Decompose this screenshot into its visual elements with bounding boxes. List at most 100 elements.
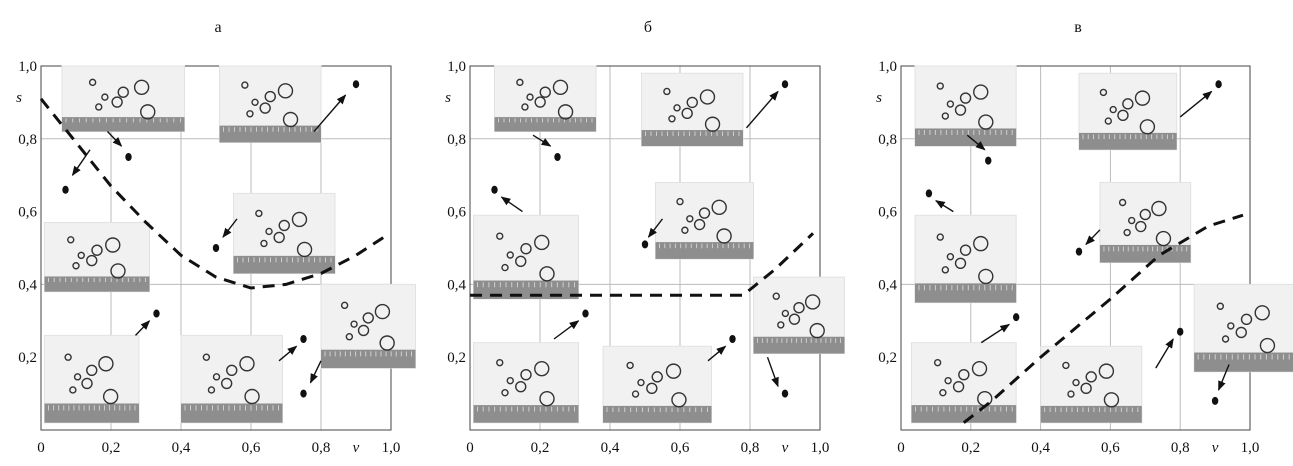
- y-axis-label: s: [445, 90, 451, 106]
- panel-label: б: [644, 19, 652, 36]
- arrows: [500, 90, 779, 388]
- y-tick-label: 0,4: [878, 277, 897, 293]
- chart-panel-a: а 0 0,2 0,4 0,6 0,8 1,0 v 0,2 0,4 0,6 0,8 1,0 s: [16, 19, 416, 456]
- plot-frame: [469, 65, 821, 431]
- x-tick-label: 0,6: [671, 440, 690, 456]
- arrow: [766, 356, 779, 388]
- inset-photo: [910, 342, 1017, 424]
- x-tick-label: 1,0: [811, 440, 830, 456]
- y-tick-label: 1,0: [878, 59, 897, 75]
- y-tick-label: 0,8: [18, 132, 37, 148]
- chart-panel-b: б 0 0,2 0,4 0,6 0,8 1,0 v 0,2 0,4 0,6 0,8 1,0 s: [445, 19, 845, 456]
- arrow: [553, 320, 580, 340]
- y-tick-label: 1,0: [18, 59, 37, 75]
- inset-photo: [914, 214, 1017, 304]
- inset-photo: [1193, 283, 1293, 373]
- arrow: [1179, 90, 1213, 118]
- inset-photo: [494, 65, 597, 133]
- arrow: [71, 149, 91, 177]
- inset-photos: [910, 65, 1293, 424]
- inset-photos: [473, 65, 845, 424]
- y-tick-label: 0,8: [447, 132, 466, 148]
- inset-photo: [1040, 345, 1143, 424]
- x-axis-label: v: [353, 440, 360, 456]
- arrow: [1155, 338, 1174, 369]
- arrow: [707, 345, 727, 362]
- data-point: [491, 185, 498, 194]
- y-axis-label: s: [16, 90, 22, 106]
- inset-photo: [641, 72, 744, 147]
- x-tick-label: 0,2: [102, 440, 121, 456]
- inset-photos: [44, 65, 416, 424]
- plot-frame: [40, 65, 392, 431]
- inset-photo: [180, 334, 283, 424]
- x-axis-label: v: [1212, 440, 1219, 456]
- chart-panel-v: в 0 0,2 0,4 0,6 0,8 1,0 v 0,2 0,4 0,6 0,8 1,0 s: [876, 19, 1293, 456]
- arrow: [980, 323, 1011, 344]
- data-point: [300, 389, 307, 398]
- x-tick-label: 0,8: [1171, 440, 1190, 456]
- y-tick-label: 0,6: [18, 205, 37, 221]
- data-point: [1177, 327, 1184, 336]
- x-tick-label: 0,4: [601, 440, 620, 456]
- arrow: [309, 360, 322, 384]
- y-tick-label: 0,8: [878, 132, 897, 148]
- arrow: [313, 94, 347, 132]
- x-tick-label: 0,4: [172, 440, 191, 456]
- boundary-curve: [39, 97, 385, 290]
- arrow: [222, 218, 238, 238]
- x-axis-label: v: [782, 440, 789, 456]
- inset-photo: [473, 342, 579, 424]
- data-point: [985, 156, 992, 165]
- data-point: [125, 153, 132, 161]
- data-point: [641, 240, 649, 249]
- inset-photo: [655, 181, 754, 260]
- inset-photo: [44, 222, 150, 293]
- data-point: [582, 309, 589, 318]
- arrows: [71, 94, 347, 384]
- x-tick-label: 0: [897, 440, 905, 456]
- arrow: [278, 345, 298, 362]
- data-point: [781, 80, 789, 89]
- x-tick-label: 0,2: [531, 440, 550, 456]
- data-point: [1012, 313, 1020, 322]
- x-tick-label: 0,4: [1031, 440, 1050, 456]
- data-point: [1211, 396, 1219, 405]
- arrow: [500, 196, 523, 213]
- inset-photo: [602, 345, 712, 424]
- data-point: [554, 153, 561, 161]
- y-tick-label: 0,2: [447, 350, 466, 366]
- arrow: [134, 320, 151, 336]
- inset-photo: [753, 276, 845, 355]
- x-tick-label: 0,6: [242, 440, 261, 456]
- panel-label: в: [1074, 19, 1082, 36]
- arrow: [532, 134, 552, 147]
- y-axis-label: s: [876, 90, 882, 106]
- y-tick-label: 0,2: [18, 350, 37, 366]
- arrow: [935, 200, 954, 213]
- inset-photo: [233, 192, 336, 274]
- inset-photo: [61, 65, 185, 133]
- x-tick-label: 0,2: [961, 440, 980, 456]
- arrow: [745, 90, 779, 129]
- data-point: [1215, 80, 1222, 89]
- inset-photo: [914, 65, 1017, 147]
- inset-photo: [219, 65, 322, 143]
- inset-photo: [44, 334, 140, 424]
- arrow: [1217, 364, 1230, 391]
- data-point: [153, 309, 160, 318]
- data-point: [212, 244, 220, 252]
- x-tick-label: 1,0: [382, 440, 401, 456]
- arrows: [935, 90, 1230, 391]
- data-point: [781, 389, 789, 398]
- arrow: [106, 131, 123, 147]
- arrow: [1085, 229, 1101, 246]
- x-tick-label: 0,8: [312, 440, 331, 456]
- y-tick-label: 0,4: [18, 277, 37, 293]
- data-point: [729, 335, 736, 343]
- y-tick-label: 0,6: [447, 205, 466, 221]
- boundary-curve: [470, 232, 815, 297]
- boundary-curve: [962, 213, 1244, 424]
- inset-photo: [473, 214, 579, 300]
